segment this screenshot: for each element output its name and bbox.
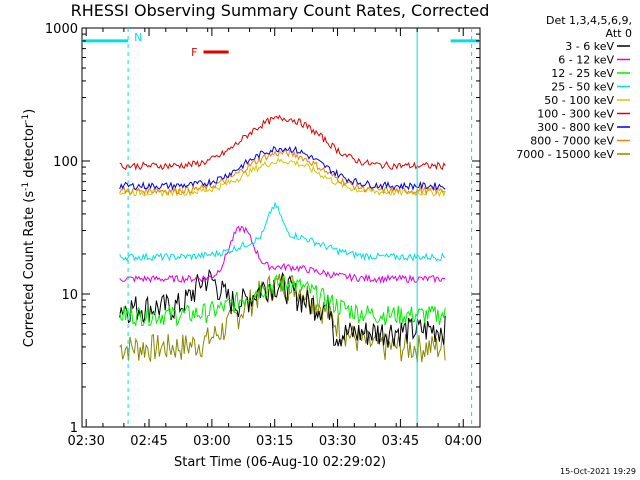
x-tick-label: 02:45 (130, 434, 167, 449)
series-line (119, 268, 446, 348)
y-tick-label: 100 (53, 155, 78, 170)
series-line (119, 201, 446, 262)
plot-frame (81, 27, 481, 428)
y-axis: 1 10 100 1000 (45, 22, 480, 436)
chart-title: RHESSI Observing Summary Count Rates, Co… (71, 1, 490, 20)
y-axis-label: Corrected Count Rate (s-1 detector-1) (21, 109, 37, 347)
legend-entry-label: 6 - 12 keV (558, 54, 614, 67)
x-tick-label: 03:45 (382, 434, 419, 449)
legend-entry-label: 25 - 50 keV (551, 81, 614, 94)
footer-date: 15-Oct-2021 19:29 (560, 467, 636, 476)
x-axis: 02:30 02:45 03:00 03:15 03:30 03:45 04:00 (67, 28, 482, 449)
legend-header-line1: Det 1,3,4,5,6,9, (546, 14, 632, 27)
legend-entry-label: 300 - 800 keV (537, 121, 614, 134)
series-line (119, 225, 446, 284)
legend-entry-label: 3 - 6 keV (565, 40, 614, 53)
series-layer (119, 114, 446, 363)
legend-entry-label: 50 - 100 keV (544, 94, 614, 107)
series-line (119, 274, 446, 328)
x-axis-label: Start Time (06-Aug-10 02:29:02) (174, 455, 386, 470)
x-tick-label: 02:30 (67, 434, 104, 449)
x-tick-label: 04:00 (445, 434, 482, 449)
x-tick-label: 03:30 (319, 434, 356, 449)
y-tick-label: 1 (70, 421, 78, 436)
legend-entry-label: 100 - 300 keV (537, 108, 614, 121)
annotation-label: N (134, 31, 142, 44)
annotation-layer: NF (82, 28, 480, 427)
legend-entry-label: 800 - 7000 keV (530, 135, 614, 148)
x-tick-label: 03:15 (256, 434, 293, 449)
annotation-label: F (191, 46, 197, 59)
plot-area (81, 27, 481, 428)
series-line (119, 157, 446, 198)
series-line (119, 145, 446, 191)
legend-entry-label: 7000 - 15000 keV (516, 148, 614, 161)
legend-entry-label: 12 - 25 keV (551, 67, 614, 80)
legend-header-line2: Att 0 (606, 27, 632, 40)
series-line (119, 114, 446, 171)
y-tick-label: 10 (61, 288, 78, 303)
y-tick-label: 1000 (45, 22, 78, 37)
x-tick-label: 03:00 (193, 434, 230, 449)
